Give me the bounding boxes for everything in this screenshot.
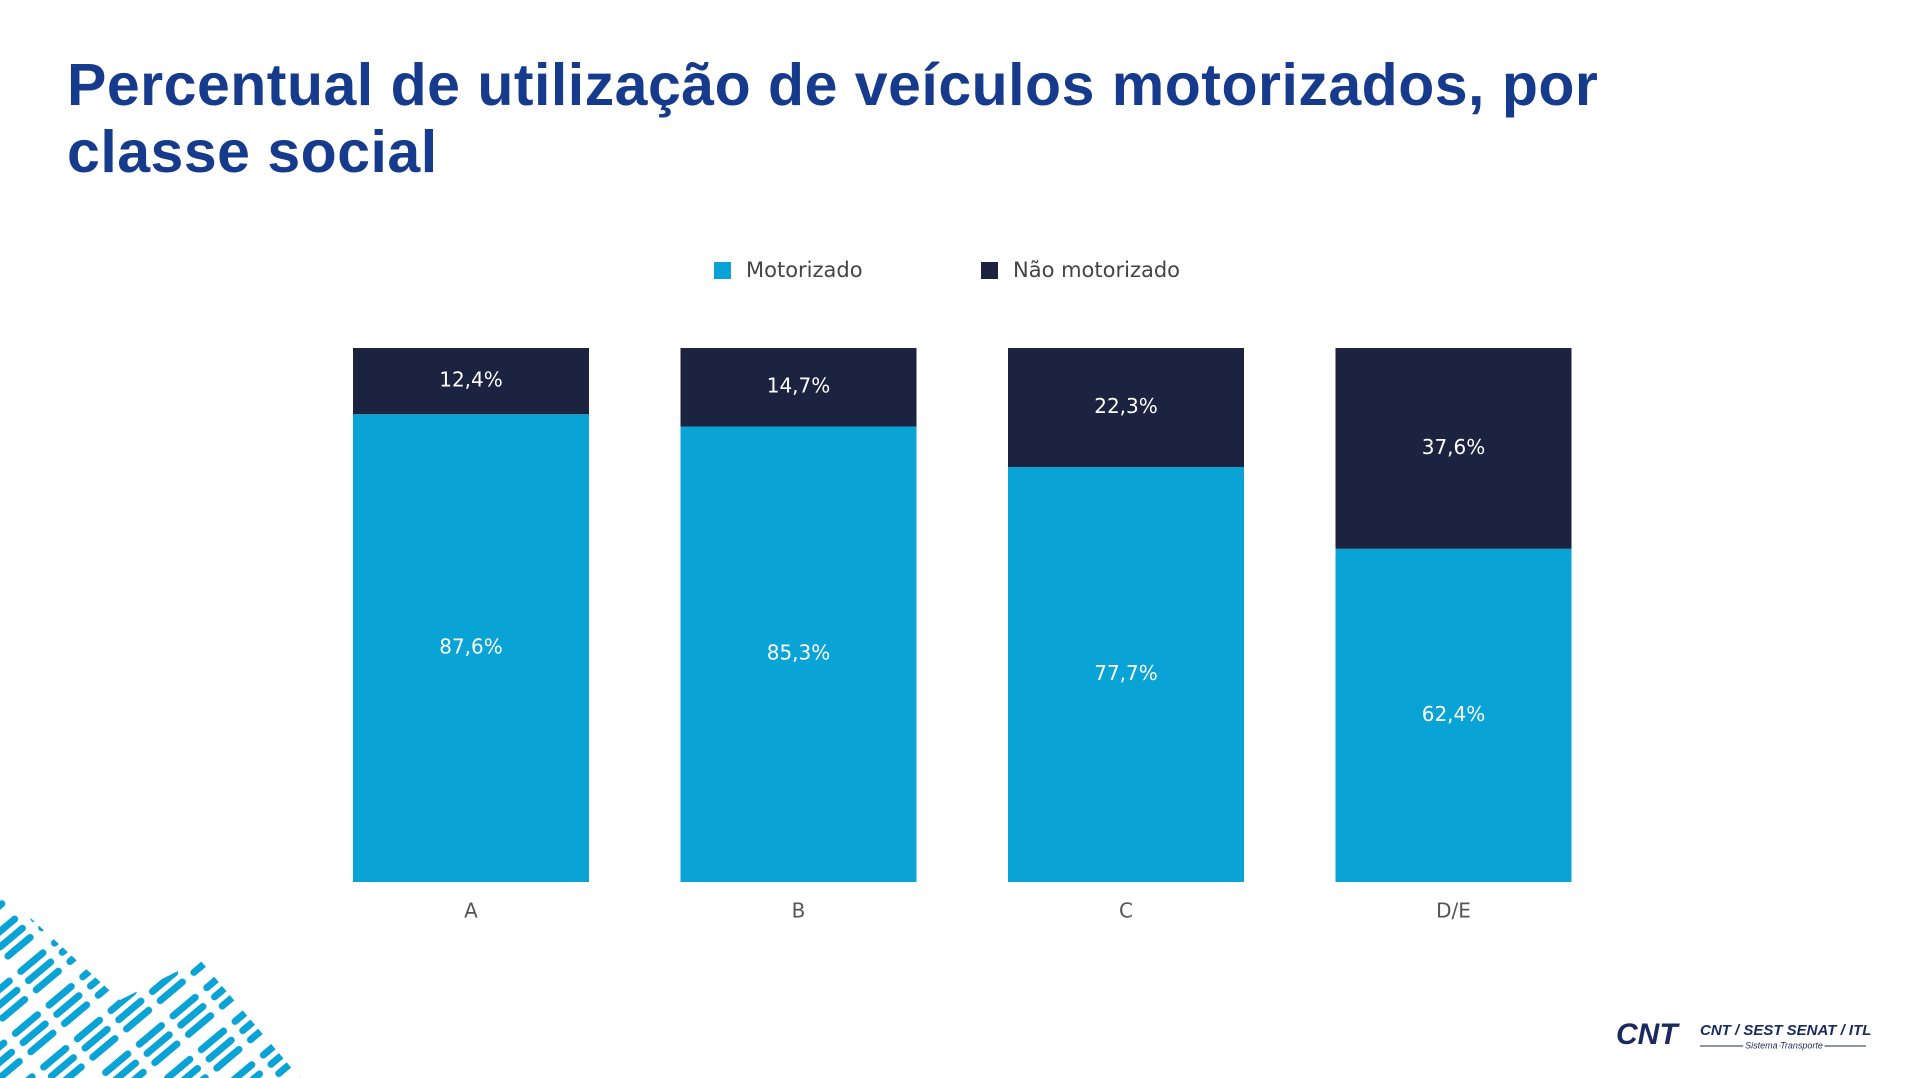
value-label: 37,6%: [1422, 435, 1486, 459]
bar-segment: [353, 348, 589, 415]
value-label: 22,3%: [1094, 394, 1158, 418]
bar-segment: [353, 414, 589, 882]
bar-segment: [680, 426, 917, 882]
value-label: 87,6%: [439, 635, 503, 659]
value-label: 77,7%: [1094, 661, 1158, 685]
x-tick-label: C: [1119, 899, 1133, 923]
decoration: [0, 890, 300, 1078]
x-tick-label: B: [792, 899, 806, 923]
legend-swatch: [714, 262, 731, 279]
chart-title: Percentual de utilização de veículos mot…: [67, 52, 1599, 185]
legend-label: Não motorizado: [1013, 258, 1180, 282]
legend-swatch: [981, 262, 998, 279]
logo: CNT: [1616, 1018, 1680, 1051]
legend-label: Motorizado: [746, 258, 863, 282]
value-label: 85,3%: [767, 641, 831, 665]
x-tick-label: D/E: [1436, 899, 1471, 923]
bar-segment: [680, 348, 917, 427]
bar-segment: [1008, 467, 1244, 882]
bar-segment: [1008, 348, 1244, 468]
value-label: 14,7%: [767, 374, 831, 398]
value-label: 12,4%: [439, 368, 503, 392]
x-tick-label: A: [464, 899, 478, 923]
bar-segment: [1335, 348, 1572, 549]
bar-segment: [1335, 548, 1572, 882]
brand: CNT / SEST SENAT / ITL: [1700, 1022, 1871, 1039]
value-label: 62,4%: [1422, 702, 1486, 726]
tagline: Sistema Transporte: [1745, 1040, 1823, 1050]
